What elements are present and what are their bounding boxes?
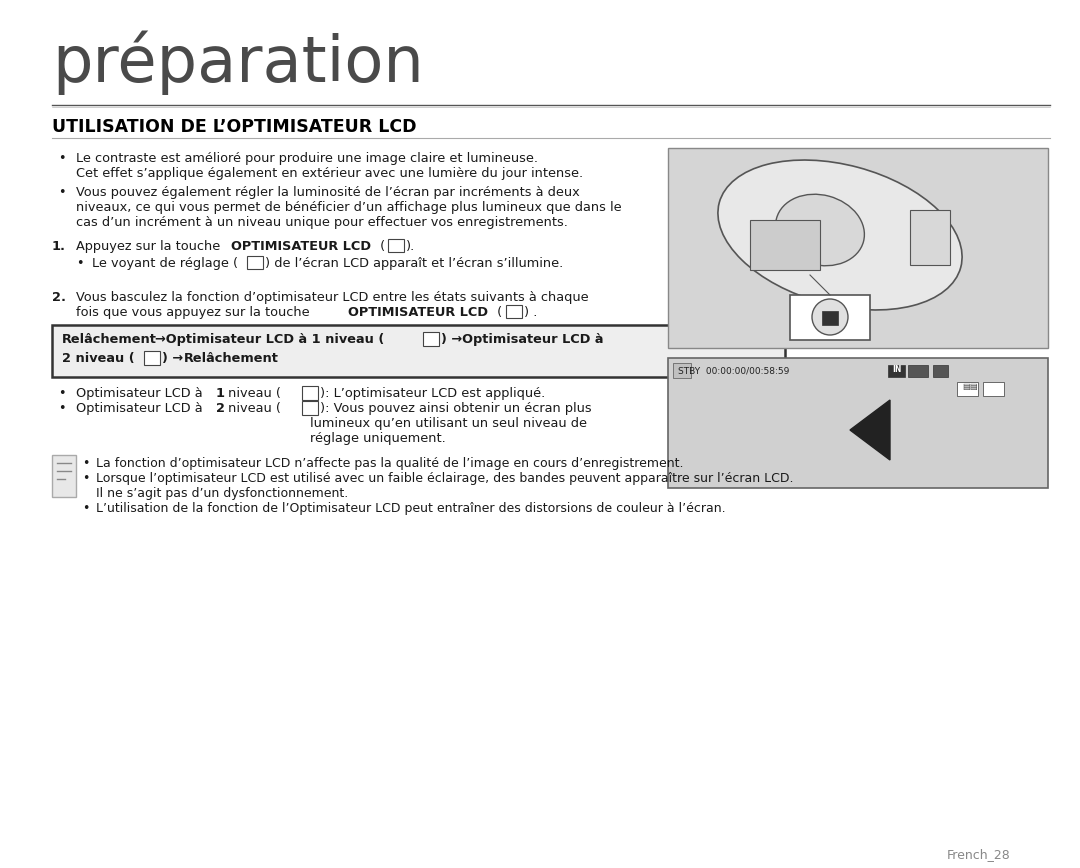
Bar xyxy=(388,239,404,252)
Text: ▤▤: ▤▤ xyxy=(962,382,977,391)
Text: Il ne s’agit pas d’un dysfonctionnement.: Il ne s’agit pas d’un dysfonctionnement. xyxy=(96,487,348,500)
Text: 2 niveau (: 2 niveau ( xyxy=(62,352,135,365)
Circle shape xyxy=(812,299,848,335)
Text: niveaux, ce qui vous permet de bénéficier d’un affichage plus lumineux que dans : niveaux, ce qui vous permet de bénéficie… xyxy=(76,201,622,214)
Text: L’utilisation de la fonction de l’Optimisateur LCD peut entraîner des distorsion: L’utilisation de la fonction de l’Optimi… xyxy=(96,502,726,515)
Text: Optimisateur LCD à: Optimisateur LCD à xyxy=(76,387,206,400)
Bar xyxy=(908,365,928,377)
Text: ) →Optimisateur LCD à: ) →Optimisateur LCD à xyxy=(441,333,604,346)
Text: OPTIMISATEUR LCD: OPTIMISATEUR LCD xyxy=(231,240,372,253)
Text: STBY  00:00:00/00:58:59: STBY 00:00:00/00:58:59 xyxy=(678,366,789,375)
Text: 1: 1 xyxy=(216,387,225,400)
Bar xyxy=(247,256,264,269)
Bar xyxy=(983,382,1004,396)
Text: →Optimisateur LCD à 1 niveau (: →Optimisateur LCD à 1 niveau ( xyxy=(156,333,384,346)
Ellipse shape xyxy=(718,160,962,310)
Bar xyxy=(52,325,785,377)
Ellipse shape xyxy=(775,194,864,266)
Text: ) .: ) . xyxy=(524,306,538,319)
Text: niveau (: niveau ( xyxy=(224,387,281,400)
Text: •: • xyxy=(82,502,90,515)
Bar xyxy=(957,382,978,396)
Bar xyxy=(669,148,1048,348)
Text: •: • xyxy=(82,457,90,470)
Text: ).: ). xyxy=(406,240,415,253)
Text: Relâchement: Relâchement xyxy=(184,352,279,365)
Text: (: ( xyxy=(492,306,502,319)
Bar xyxy=(789,295,870,340)
Text: (: ( xyxy=(376,240,386,253)
Bar xyxy=(507,305,522,318)
Bar xyxy=(910,210,950,265)
Text: Le voyant de réglage (: Le voyant de réglage ( xyxy=(92,257,238,270)
Text: Optimisateur LCD à: Optimisateur LCD à xyxy=(76,402,206,415)
Bar xyxy=(750,220,820,270)
Bar xyxy=(933,365,948,377)
Text: préparation: préparation xyxy=(52,30,423,95)
Text: •: • xyxy=(58,152,66,165)
Text: ) →: ) → xyxy=(162,352,188,365)
Bar xyxy=(302,401,318,415)
Bar xyxy=(822,311,838,325)
Text: niveau (: niveau ( xyxy=(224,402,281,415)
Text: 1.: 1. xyxy=(52,240,66,253)
Text: Vous basculez la fonction d’optimisateur LCD entre les états suivants à chaque: Vous basculez la fonction d’optimisateur… xyxy=(76,291,589,304)
Text: Vous pouvez également régler la luminosité de l’écran par incréments à deux: Vous pouvez également régler la luminosi… xyxy=(76,186,580,199)
Text: Cet effet s’applique également en extérieur avec une lumière du jour intense.: Cet effet s’applique également en extéri… xyxy=(76,167,583,180)
Text: •: • xyxy=(58,186,66,199)
Text: •: • xyxy=(82,472,90,485)
Text: UTILISATION DE L’OPTIMISATEUR LCD: UTILISATION DE L’OPTIMISATEUR LCD xyxy=(52,118,417,136)
Bar xyxy=(302,386,318,400)
Bar xyxy=(669,358,1048,488)
Text: IN: IN xyxy=(892,365,902,374)
Bar xyxy=(144,351,160,365)
Text: ) de l’écran LCD apparaît et l’écran s’illumine.: ) de l’écran LCD apparaît et l’écran s’i… xyxy=(265,257,564,270)
Text: réglage uniquement.: réglage uniquement. xyxy=(310,432,446,445)
Text: cas d’un incrément à un niveau unique pour effectuer vos enregistrements.: cas d’un incrément à un niveau unique po… xyxy=(76,216,568,229)
Text: French_28: French_28 xyxy=(946,848,1010,861)
Bar xyxy=(673,363,691,378)
Bar xyxy=(52,455,76,497)
Text: 2.: 2. xyxy=(52,291,66,304)
Text: Relâchement: Relâchement xyxy=(62,333,157,346)
Text: Le contraste est amélioré pour produire une image claire et lumineuse.: Le contraste est amélioré pour produire … xyxy=(76,152,538,165)
Polygon shape xyxy=(850,400,890,460)
Text: Lorsque l’optimisateur LCD est utilisé avec un faible éclairage, des bandes peuv: Lorsque l’optimisateur LCD est utilisé a… xyxy=(96,472,794,485)
Text: •: • xyxy=(76,257,83,270)
Text: ): L’optimisateur LCD est appliqué.: ): L’optimisateur LCD est appliqué. xyxy=(320,387,545,400)
Bar xyxy=(423,332,438,346)
Text: •: • xyxy=(58,402,66,415)
Text: OPTIMISATEUR LCD: OPTIMISATEUR LCD xyxy=(348,306,488,319)
Text: fois que vous appuyez sur la touche: fois que vous appuyez sur la touche xyxy=(76,306,314,319)
Text: •: • xyxy=(58,387,66,400)
Text: La fonction d’optimisateur LCD n’affecte pas la qualité de l’image en cours d’en: La fonction d’optimisateur LCD n’affecte… xyxy=(96,457,684,470)
Text: Appuyez sur la touche: Appuyez sur la touche xyxy=(76,240,225,253)
Text: 2: 2 xyxy=(216,402,225,415)
Text: ): Vous pouvez ainsi obtenir un écran plus: ): Vous pouvez ainsi obtenir un écran pl… xyxy=(320,402,592,415)
Bar xyxy=(888,365,905,377)
Text: lumineux qu’en utilisant un seul niveau de: lumineux qu’en utilisant un seul niveau … xyxy=(310,417,588,430)
